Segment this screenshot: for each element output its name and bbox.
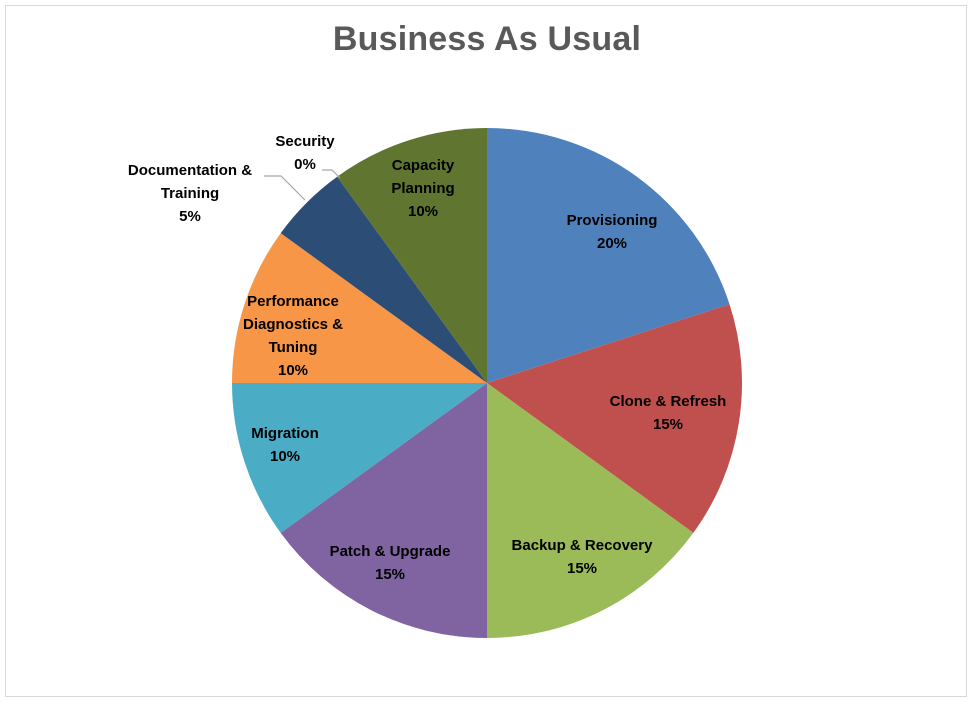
pie-slice-migration — [232, 383, 487, 533]
data-label-clone-and-refresh: Clone & Refresh 15% — [610, 393, 727, 433]
pie-slice-patch-and-upgrade — [280, 383, 487, 638]
leader-line-documentation-and-training — [264, 175, 306, 201]
data-label-security: Security 0% — [275, 133, 335, 173]
data-label-documentation-and-training: Documentation & Training 5% — [128, 162, 252, 225]
data-label-backup-and-recovery: Backup & Recovery 15% — [512, 537, 654, 577]
chart-title: Business As Usual — [332, 20, 642, 58]
pie-slice-backup-and-recovery — [487, 383, 694, 638]
data-label-capacity-planning: Capacity Planning 10% — [391, 157, 455, 220]
pie-slice-capacity-planning — [337, 128, 487, 383]
data-label-provisioning: Provisioning 20% — [567, 212, 658, 252]
pie-slice-provisioning — [487, 128, 730, 383]
leader-line-security — [322, 169, 341, 179]
data-label-patch-and-upgrade: Patch & Upgrade 15% — [330, 543, 451, 583]
data-label-performance-diagnostics-and-tuning: Performance Diagnostics & Tuning 10% — [243, 293, 343, 379]
pie-slice-clone-and-refresh — [487, 304, 742, 533]
pie-slice-performance-diagnostics-and-tuning — [232, 233, 487, 383]
pie-slice-documentation-and-training — [280, 176, 487, 383]
data-label-migration: Migration 10% — [251, 425, 319, 465]
